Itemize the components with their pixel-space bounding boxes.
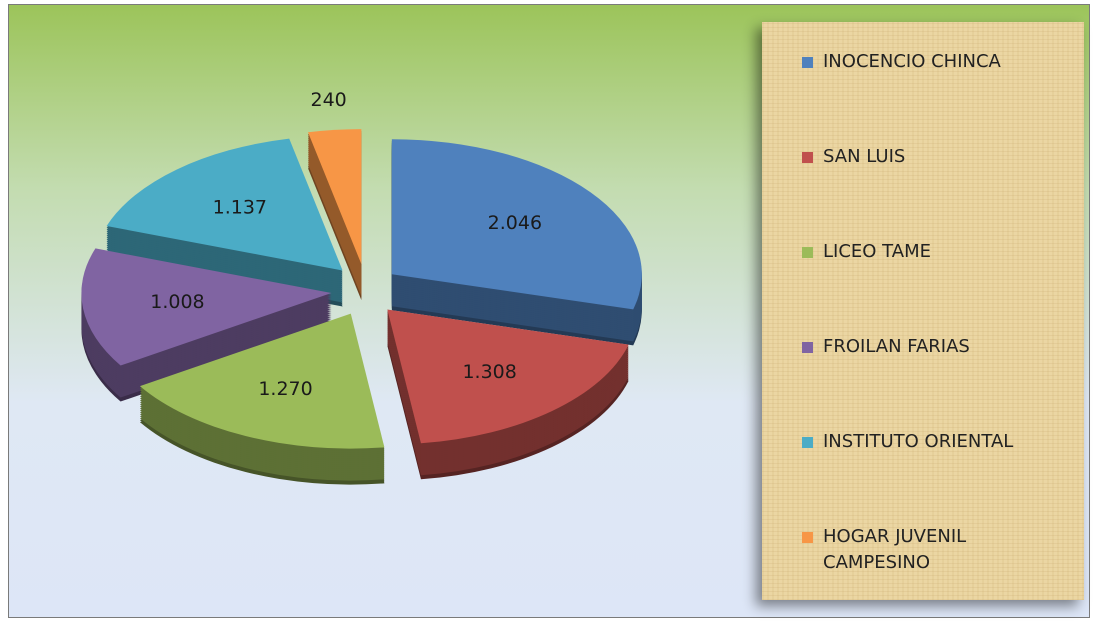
legend-swatch [802, 152, 813, 163]
data-label: 2.046 [488, 212, 542, 234]
slice-group [387, 309, 629, 480]
slice-group [391, 139, 642, 346]
legend-label: LICEO TAME [823, 241, 931, 262]
legend-item: FROILAN FARIAS [802, 334, 1052, 360]
slice [307, 129, 362, 265]
legend-item: HOGAR JUVENIL CAMPESINO [802, 524, 1052, 576]
legend-item: INOCENCIO CHINCA [802, 49, 1052, 75]
legend-swatch [802, 57, 813, 68]
legend-label: INSTITUTO ORIENTAL [823, 431, 1014, 452]
slice-group [139, 313, 385, 485]
legend-label: HOGAR JUVENIL CAMPESINO [823, 526, 967, 573]
legend-item: SAN LUIS [802, 144, 1052, 170]
legend-swatch [802, 437, 813, 448]
legend-label: SAN LUIS [823, 146, 906, 167]
slice-group [81, 248, 332, 402]
legend-swatch [802, 342, 813, 353]
legend-swatch [802, 532, 813, 543]
data-label: 1.270 [258, 378, 312, 400]
legend-swatch [802, 247, 813, 258]
slice [391, 139, 642, 310]
legend-item: LICEO TAME [802, 239, 1052, 265]
slice [81, 248, 332, 366]
data-label: 240 [310, 89, 346, 111]
legend: INOCENCIO CHINCA SAN LUIS LICEO TAME FROILA… [762, 22, 1084, 600]
legend-item: INSTITUTO ORIENTAL [802, 429, 1052, 455]
legend-label: INOCENCIO CHINCA [823, 51, 1001, 72]
data-label: 1.308 [462, 361, 516, 383]
slice-group [106, 138, 343, 307]
slice [139, 313, 385, 449]
slice [387, 309, 629, 444]
data-label: 1.008 [150, 291, 204, 313]
legend-label: FROILAN FARIAS [823, 336, 970, 357]
data-label: 1.137 [213, 196, 267, 218]
slice [106, 138, 343, 271]
slice-group [307, 129, 362, 301]
